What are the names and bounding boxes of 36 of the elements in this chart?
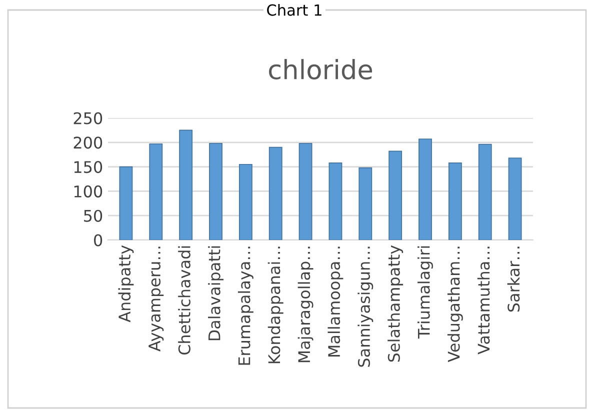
- bar: [418, 138, 432, 240]
- x-tick-label: Chettichavadi: [178, 246, 190, 355]
- x-tick-label: Sarkar…: [507, 246, 520, 312]
- bar: [268, 146, 282, 240]
- bar: [298, 142, 312, 240]
- y-tick-label: 250: [74, 112, 102, 124]
- x-tick-label: Selathampatty: [388, 245, 404, 362]
- x-tick-label: Erumapalaya…: [238, 246, 254, 365]
- y-tick-label: 50: [84, 210, 102, 222]
- y-tick-label: 150: [74, 161, 102, 174]
- bar: [238, 164, 252, 240]
- bar: [209, 142, 222, 240]
- bar: [119, 166, 133, 240]
- bar: [448, 162, 462, 240]
- bar: [179, 130, 193, 240]
- x-tick-label: Kondappanai…: [268, 246, 284, 364]
- x-tick-label: Sanniyasigun…: [358, 246, 374, 367]
- x-tick-label: Vedugatham…: [447, 246, 463, 362]
- x-tick-label: Vattamutha…: [477, 246, 490, 354]
- y-tick-label: 100: [74, 185, 102, 198]
- x-tick-label: Mallamoopa…: [328, 246, 344, 357]
- caption: Chart 1: [267, 4, 322, 16]
- y-tick-label: 200: [74, 136, 102, 149]
- x-tick-label: Andipatty: [118, 245, 134, 322]
- x-tick-label: Dalavaipatti: [208, 246, 224, 340]
- x-tick-label: Ayyamperu…: [148, 246, 164, 352]
- bar: [508, 158, 522, 240]
- y-tick-label: 0: [94, 234, 102, 246]
- bar: [149, 143, 163, 240]
- bar: [328, 162, 342, 240]
- chart-title: chloride: [269, 59, 372, 80]
- x-tick-label: Majaragollap…: [298, 246, 314, 362]
- bar: [388, 150, 402, 240]
- bar: [358, 167, 372, 240]
- bar: [478, 144, 492, 240]
- x-tick-label: Triumalagiri: [418, 246, 433, 339]
